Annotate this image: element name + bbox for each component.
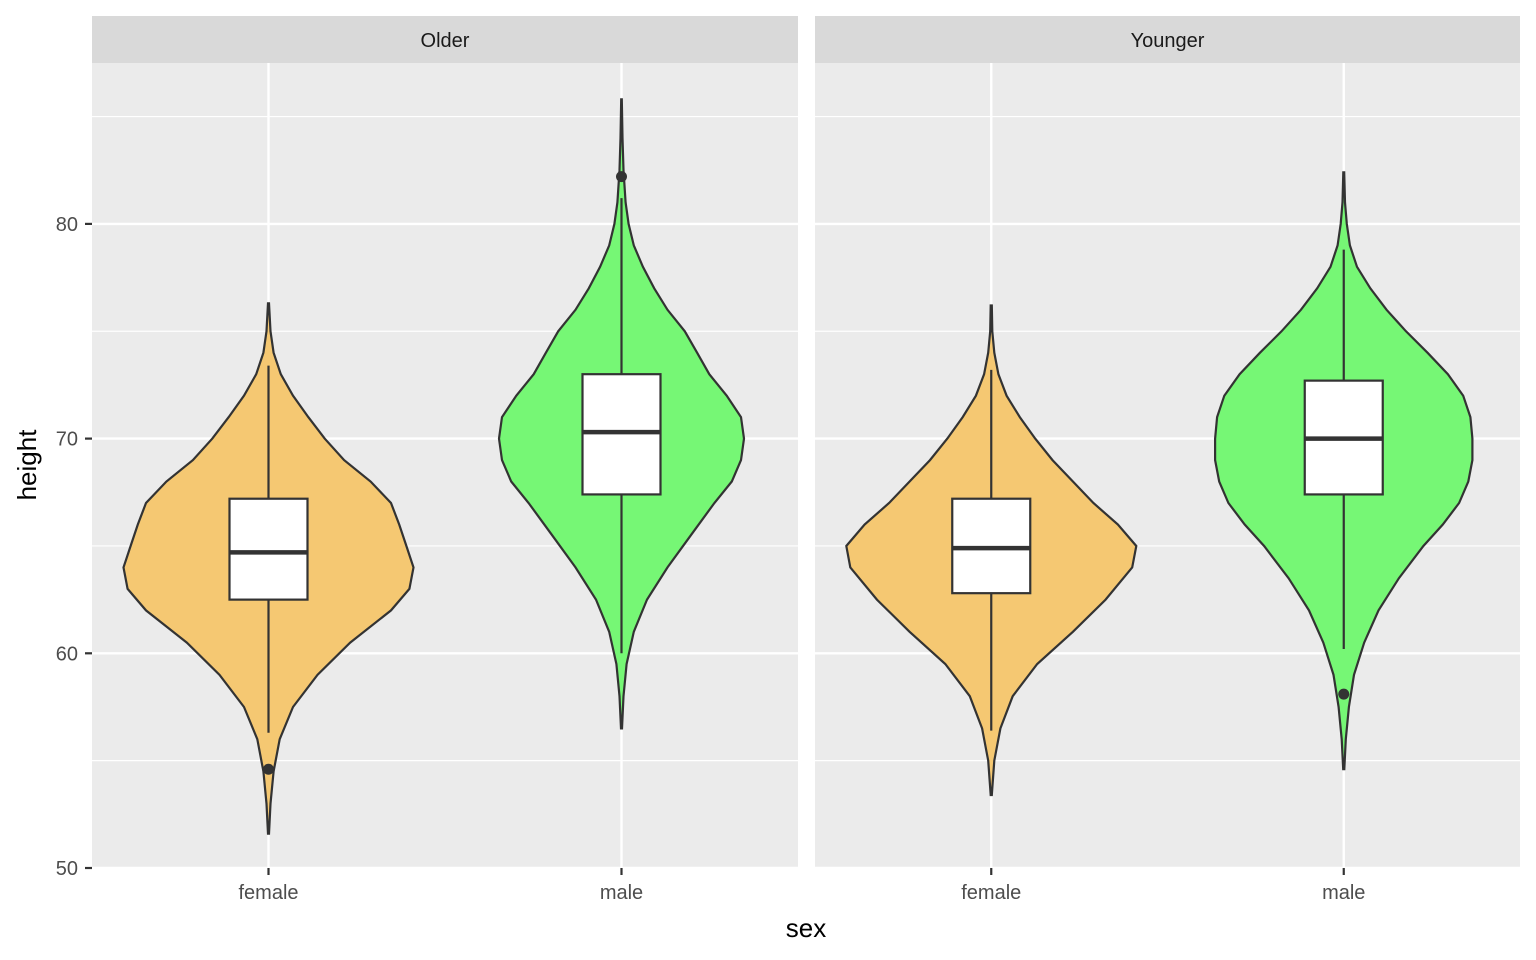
violin-group-male (497, 98, 746, 730)
x-tick-label: female (238, 882, 298, 904)
y-tick-label: 80 (56, 214, 78, 236)
facet-strip-label: Older (421, 30, 470, 52)
outlier-point (263, 763, 274, 775)
y-tick-label: 60 (56, 643, 78, 665)
violin-group-female (122, 302, 415, 835)
x-axis-title: sex (786, 913, 826, 943)
outlier-point (616, 171, 627, 183)
facet-panel-younger: Younger female male (815, 16, 1520, 904)
outlier-point (1338, 688, 1350, 700)
y-axis: 50 60 70 80 (56, 214, 92, 880)
y-tick-label: 70 (56, 429, 78, 451)
x-tick-label: male (600, 882, 643, 904)
y-tick-label: 50 (56, 858, 78, 880)
facet-panel-older: Older female male (92, 16, 798, 904)
violin-group-male (1214, 171, 1474, 771)
violin-group-female (845, 304, 1138, 797)
facet-panels: Older female male Younger female male (92, 16, 1520, 904)
y-axis-title: height (12, 429, 42, 501)
x-tick-label: male (1322, 882, 1365, 904)
facet-strip (92, 16, 798, 63)
facet-strip (815, 16, 1520, 63)
box-iqr (228, 497, 309, 601)
facet-strip-label: Younger (1131, 30, 1205, 52)
x-tick-label: female (961, 882, 1021, 904)
